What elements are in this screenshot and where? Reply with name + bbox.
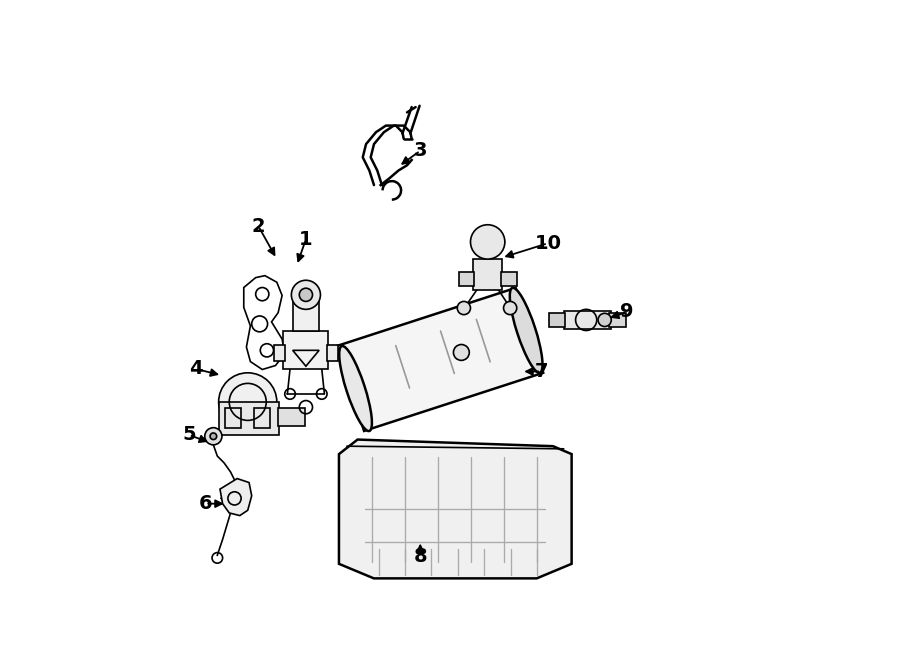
Bar — [501, 272, 517, 286]
Circle shape — [598, 313, 611, 327]
Ellipse shape — [509, 288, 543, 373]
Text: 8: 8 — [413, 547, 428, 566]
Bar — [563, 311, 611, 329]
Polygon shape — [220, 479, 252, 516]
Text: 3: 3 — [413, 141, 427, 160]
Polygon shape — [337, 288, 544, 431]
Circle shape — [292, 280, 320, 309]
Circle shape — [205, 428, 222, 445]
Bar — [459, 272, 474, 286]
Circle shape — [300, 288, 312, 301]
Text: 2: 2 — [251, 217, 266, 235]
Bar — [274, 345, 284, 361]
Bar — [278, 408, 304, 426]
Text: 10: 10 — [535, 234, 562, 253]
Ellipse shape — [339, 346, 372, 431]
Circle shape — [219, 373, 277, 431]
Bar — [473, 259, 502, 290]
Circle shape — [503, 301, 517, 315]
Text: 4: 4 — [189, 360, 202, 378]
Bar — [608, 313, 626, 327]
Text: 7: 7 — [535, 362, 548, 381]
Bar — [219, 402, 280, 435]
Circle shape — [457, 301, 471, 315]
Circle shape — [210, 433, 217, 440]
Circle shape — [471, 225, 505, 259]
Bar — [284, 330, 328, 369]
Bar — [549, 313, 565, 327]
Text: 1: 1 — [299, 230, 312, 249]
Bar — [327, 345, 338, 361]
Bar — [255, 408, 270, 428]
Circle shape — [454, 344, 469, 360]
Bar — [225, 408, 241, 428]
Text: 9: 9 — [620, 303, 634, 321]
Text: 6: 6 — [199, 494, 212, 513]
Polygon shape — [339, 440, 572, 578]
Bar — [292, 299, 320, 330]
Text: 5: 5 — [182, 426, 195, 444]
